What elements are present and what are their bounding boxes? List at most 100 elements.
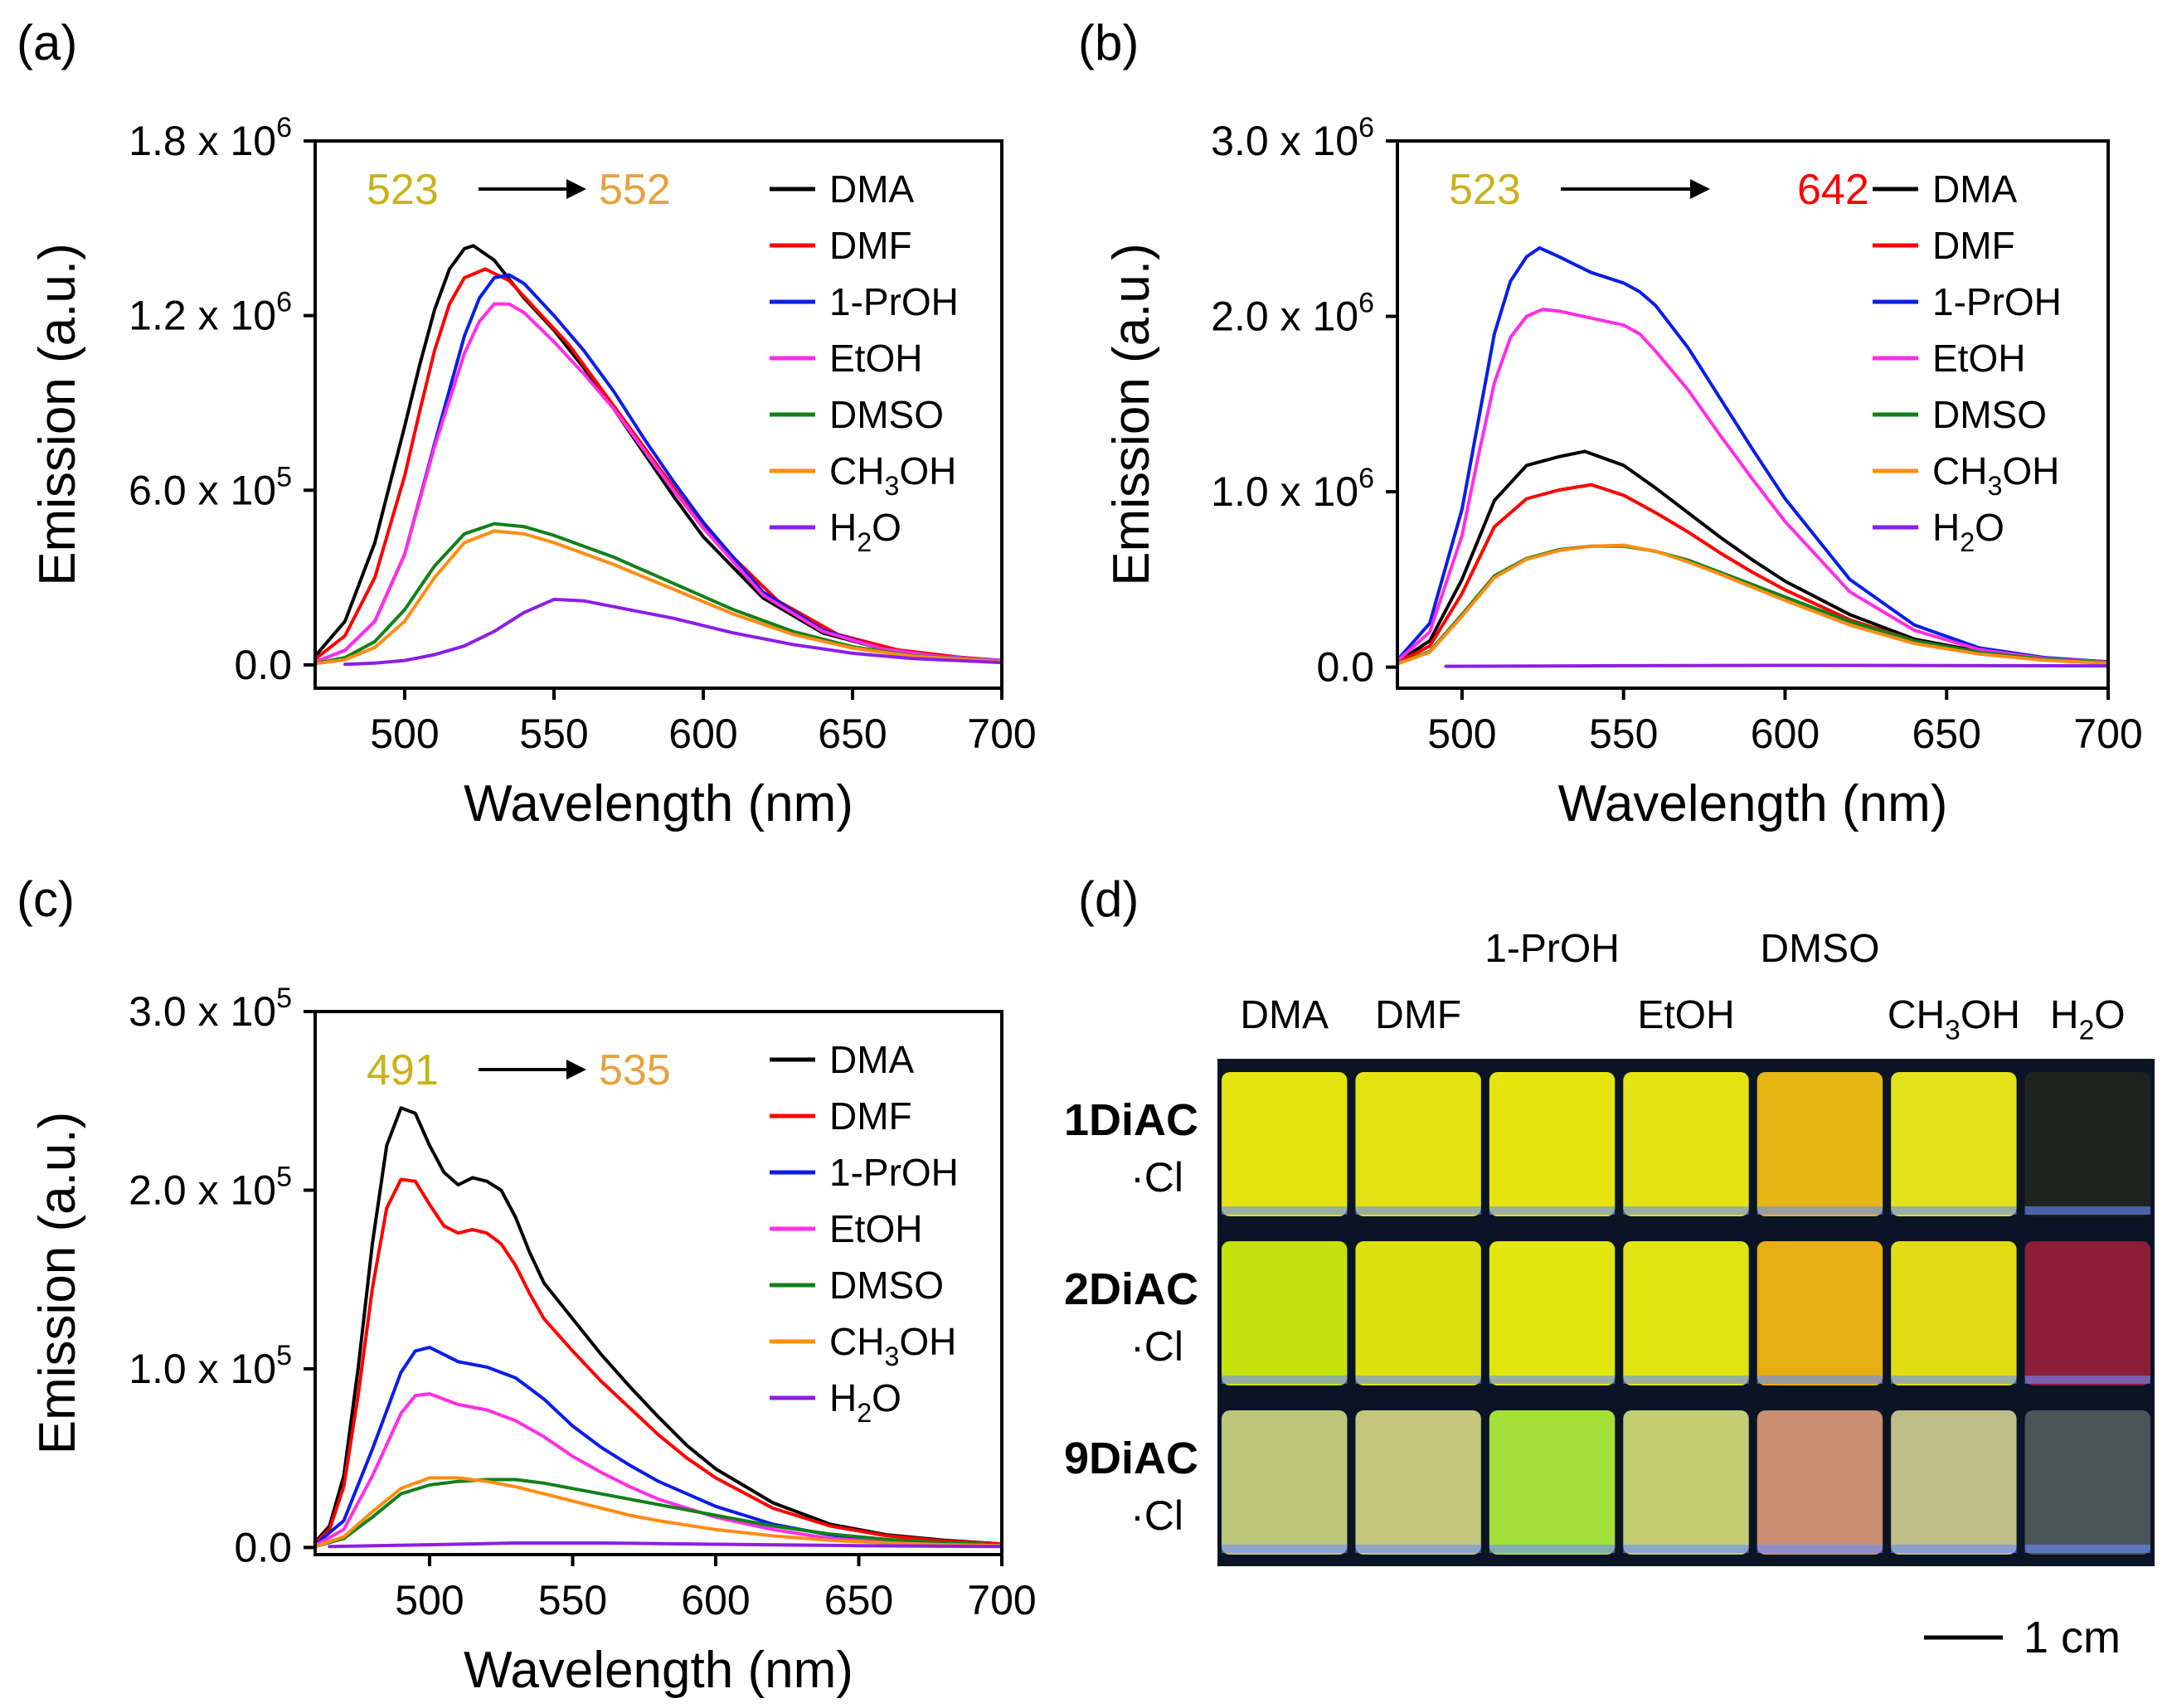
vial-base-glow [1355,1376,1481,1384]
vial-base-glow [1757,1376,1883,1384]
series-line [313,302,1003,664]
legend-label: DMA [829,1038,915,1081]
vial-base-glow [1891,1545,2017,1553]
vial [2024,1072,2150,1216]
vial-base-glow [1222,1545,1348,1553]
legend-label: DMF [829,224,912,267]
series-line [313,267,1003,662]
vial-base-glow [2024,1376,2150,1384]
y-tick-label: 3.0 x 105 [129,983,292,1035]
shift-arrow-head [566,1060,586,1080]
vial [1489,1241,1616,1385]
column-label: DMSO [1760,927,1879,971]
legend-label: CH3OH [829,1320,956,1371]
vial [1623,1410,1749,1555]
vial-base-glow [1355,1206,1481,1215]
y-axis-label: Emission (a.u.) [29,243,86,585]
x-axis-label: Wavelength (nm) [1558,775,1948,832]
shift-to-label: 552 [599,166,671,214]
column-label: DMF [1375,993,1461,1037]
panel-label: (b) [1078,15,1139,70]
x-tick-label: 700 [967,711,1036,757]
row-label: 9DiAC [1064,1434,1198,1483]
plot-frame [313,139,1003,690]
legend-label: EtOH [1932,337,2025,380]
series-line [313,1478,1003,1549]
vial [1222,1072,1348,1216]
vial [1757,1241,1883,1385]
column-label: EtOH [1637,993,1734,1037]
vial-base-glow [1623,1376,1749,1384]
shift-from-label: 523 [367,166,439,214]
y-tick-label: 1.2 x 106 [129,287,292,339]
x-tick-label: 600 [1751,711,1820,757]
x-tick-label: 650 [818,711,887,757]
vial [2024,1410,2150,1555]
row-label: 2DiAC [1064,1264,1198,1314]
chart-panel: 500 550 600 650 700 0.0 1.0 x 106 2.0 x 106 3.0 … [1103,112,2143,832]
series-line [313,529,1003,666]
vial-base-glow [1891,1206,2017,1215]
vial-base-glow [1489,1545,1616,1553]
vial-base-glow [1623,1206,1749,1215]
row-label-sub: ·Cl [1130,1492,1183,1539]
series-line [313,1106,1003,1546]
vial-base-glow [2024,1206,2150,1215]
x-tick-label: 500 [395,1577,464,1623]
vial [1355,1410,1481,1555]
series-line [1444,663,2110,668]
y-tick-label: 1.0 x 105 [129,1340,292,1392]
vial-base-glow [1222,1376,1348,1384]
shift-to-label: 642 [1797,166,1869,214]
vial [1222,1241,1348,1385]
x-axis-label: Wavelength (nm) [464,1642,853,1699]
column-label: DMA [1240,993,1329,1037]
vial-base-glow [1355,1545,1481,1553]
legend-label: CH3OH [829,449,956,501]
series-line [313,522,1003,666]
legend-label: DMA [1932,167,2018,211]
vial-base-glow [1222,1206,1348,1215]
y-axis-label: Emission (a.u.) [29,1112,86,1454]
legend-label: DMSO [829,1264,944,1307]
series-line [313,1392,1003,1548]
vial-base-glow [1757,1545,1883,1553]
y-tick-label: 0.0 [234,642,292,688]
vial [1891,1072,2017,1216]
y-tick-label: 2.0 x 106 [1211,288,1374,340]
legend-label: DMSO [1932,393,2047,436]
shift-arrow-head [1690,179,1710,199]
vial [1489,1410,1616,1555]
legend-label: H2O [1932,506,2004,557]
vial-base-glow [1489,1206,1616,1215]
legend-label: EtOH [829,1207,922,1250]
panel-label: (c) [17,871,75,927]
x-axis-label: Wavelength (nm) [464,775,853,832]
column-label: CH3OH [1888,993,2020,1046]
legend-label: DMF [1932,224,2015,267]
y-tick-label: 1.0 x 106 [1211,463,1374,515]
x-tick-label: 500 [370,711,439,757]
column-label: 1-PrOH [1484,927,1620,971]
vial-base-glow [1623,1545,1749,1553]
vial [1757,1072,1883,1216]
vial [1757,1410,1883,1555]
vial [1891,1410,2017,1555]
row-label-sub: ·Cl [1130,1323,1183,1370]
legend-label: CH3OH [1932,449,2059,501]
chart-panel: 500 550 600 650 700 0.0 1.0 x 105 2.0 x 105 3.0 … [29,983,1037,1699]
vial [2024,1241,2150,1385]
x-tick-label: 700 [2073,711,2142,757]
vial [1355,1072,1481,1216]
legend-label: EtOH [829,337,922,380]
x-tick-label: 600 [668,711,737,757]
y-axis-label: Emission (a.u.) [1103,243,1160,585]
x-tick-label: 500 [1427,711,1496,757]
plot-frame [313,1010,1003,1556]
series-line [1396,543,2110,666]
legend-label: 1-PrOH [829,1151,959,1194]
row-label: 1DiAC [1064,1095,1198,1145]
y-tick-label: 1.8 x 106 [129,112,292,164]
photo-panel: 1DiAC ·Cl 2DiAC ·Cl 9DiAC ·Cl DMA DMF 1-PrOH EtOH… [1064,927,2155,1662]
